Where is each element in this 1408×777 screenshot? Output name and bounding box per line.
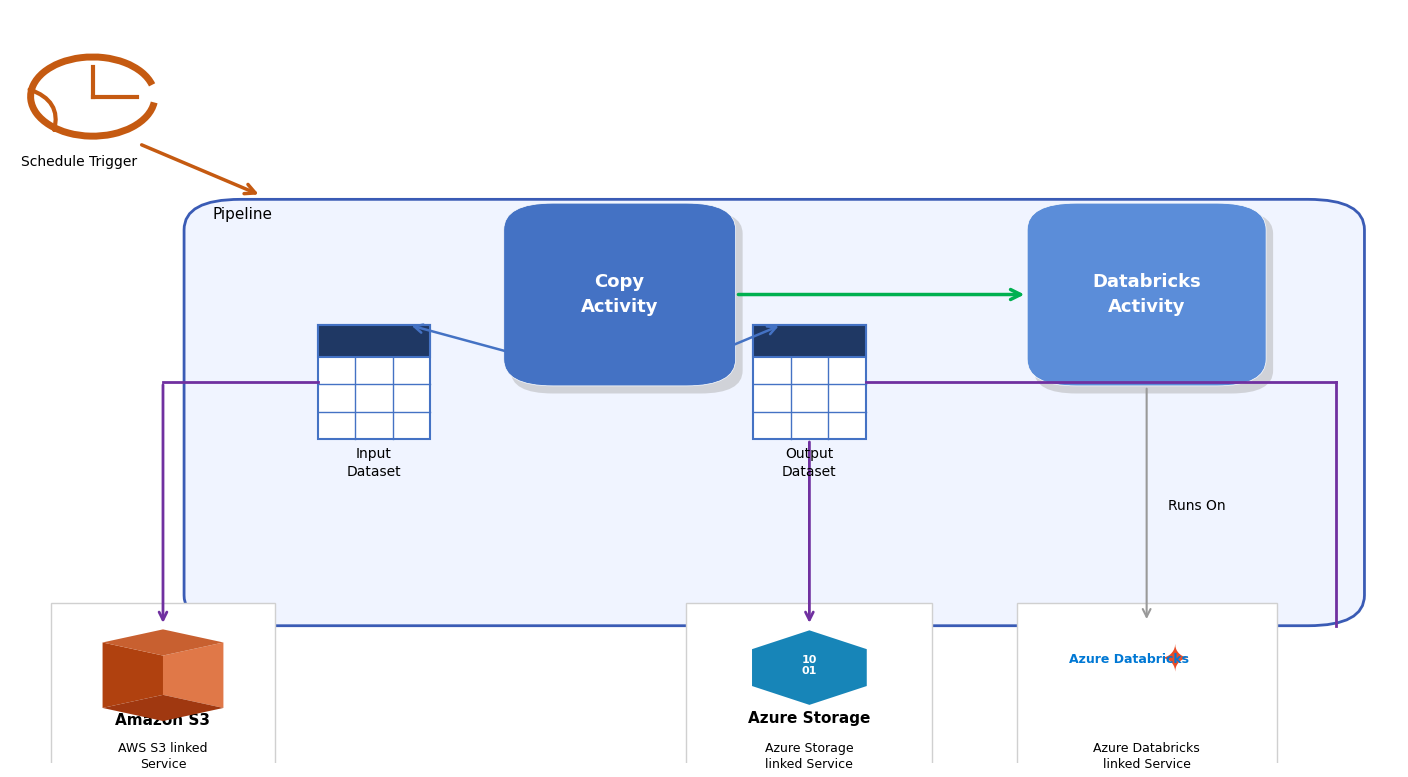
Polygon shape <box>163 643 224 708</box>
Text: Runs On: Runs On <box>1167 499 1225 513</box>
FancyBboxPatch shape <box>318 325 429 439</box>
Text: Databricks
Activity: Databricks Activity <box>1093 273 1201 316</box>
FancyBboxPatch shape <box>318 325 429 357</box>
Polygon shape <box>103 643 163 708</box>
Text: Azure Storage
linked Service: Azure Storage linked Service <box>765 742 853 772</box>
Text: Copy
Activity: Copy Activity <box>582 273 659 316</box>
FancyBboxPatch shape <box>1035 211 1273 393</box>
Polygon shape <box>103 695 224 721</box>
FancyBboxPatch shape <box>753 325 866 357</box>
FancyBboxPatch shape <box>687 603 932 777</box>
Text: Azure Storage: Azure Storage <box>748 711 870 726</box>
FancyBboxPatch shape <box>511 211 742 393</box>
Text: Output
Dataset: Output Dataset <box>781 447 836 479</box>
Text: Pipeline: Pipeline <box>213 207 272 222</box>
Text: Amazon S3: Amazon S3 <box>115 713 210 728</box>
Text: Schedule Trigger: Schedule Trigger <box>21 155 137 169</box>
Text: ✦: ✦ <box>1160 643 1190 677</box>
Text: AWS S3 linked
Service: AWS S3 linked Service <box>118 742 208 772</box>
Text: Input
Dataset: Input Dataset <box>346 447 401 479</box>
FancyBboxPatch shape <box>51 603 276 777</box>
FancyBboxPatch shape <box>1017 603 1277 777</box>
FancyArrowPatch shape <box>30 89 56 130</box>
Polygon shape <box>103 629 224 656</box>
Text: Azure Databricks: Azure Databricks <box>1069 653 1190 667</box>
Text: 10
01: 10 01 <box>801 655 817 676</box>
FancyBboxPatch shape <box>1028 203 1266 386</box>
Text: Azure Databricks
linked Service: Azure Databricks linked Service <box>1093 742 1200 772</box>
FancyBboxPatch shape <box>184 200 1364 625</box>
FancyBboxPatch shape <box>753 325 866 439</box>
Polygon shape <box>750 629 867 706</box>
FancyBboxPatch shape <box>504 203 735 386</box>
